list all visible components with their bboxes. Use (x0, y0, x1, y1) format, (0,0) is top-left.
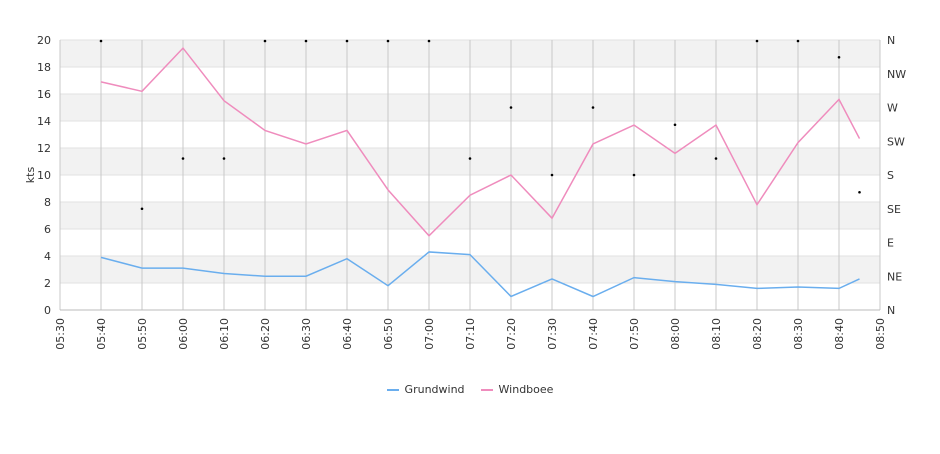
y-axis-title: kts (24, 167, 37, 184)
direction-point (140, 207, 144, 211)
direction-point (222, 157, 226, 160)
y-tick-label: 20 (37, 34, 51, 47)
x-tick-label: 07:50 (628, 318, 641, 350)
y-tick-label: 12 (37, 142, 51, 155)
x-tick-label: 08:30 (792, 318, 805, 350)
grundwind-swatch (386, 388, 399, 391)
legend-item-windboee[interactable]: Windboee (480, 383, 554, 396)
x-tick-label: 05:50 (136, 318, 149, 350)
y-tick-label: 18 (37, 61, 51, 74)
y-tick-label: 16 (37, 88, 51, 101)
windboee-swatch (480, 388, 493, 391)
direction-tick-label: S (887, 169, 894, 182)
x-tick-label: 07:10 (464, 318, 477, 350)
direction-point (345, 39, 349, 43)
direction-point (509, 106, 513, 109)
direction-tick-label: SW (887, 135, 905, 148)
x-tick-label: 08:20 (751, 318, 764, 350)
direction-point (796, 39, 800, 43)
direction-tick-label: N (887, 304, 895, 317)
x-tick-label: 08:40 (833, 318, 846, 350)
y-tick-label: 4 (44, 250, 51, 263)
y-tick-label: 6 (44, 223, 51, 236)
series-line-grundwind (100, 251, 860, 298)
y-tick-label: 8 (44, 196, 51, 209)
x-tick-label: 05:30 (54, 318, 67, 350)
direction-point (427, 39, 431, 43)
direction-point (468, 157, 472, 160)
direction-point (837, 55, 841, 59)
direction-point (263, 39, 267, 43)
x-tick-label: 06:20 (259, 318, 272, 350)
direction-tick-label: N (887, 34, 895, 47)
y-tick-label: 2 (44, 277, 51, 290)
direction-point (755, 39, 759, 43)
direction-point (632, 173, 636, 177)
x-tick-label: 06:30 (300, 318, 313, 350)
x-tick-label: 07:20 (505, 318, 518, 350)
x-tick-label: 08:50 (874, 318, 887, 350)
direction-point (99, 39, 103, 43)
legend-item-grundwind[interactable]: Grundwind (386, 383, 465, 396)
x-tick-label: 08:00 (669, 318, 682, 350)
y-tick-label: 14 (37, 115, 51, 128)
series-line-windboee (100, 46, 861, 237)
legend-label-grundwind: Grundwind (404, 383, 465, 396)
x-tick-label: 06:40 (341, 318, 354, 350)
legend: Grundwind Windboee (0, 383, 940, 396)
direction-point (304, 39, 308, 43)
x-tick-label: 06:50 (382, 318, 395, 350)
direction-tick-label: SE (887, 203, 901, 216)
x-tick-label: 07:30 (546, 318, 559, 350)
direction-point (673, 123, 677, 127)
legend-label-windboee: Windboee (498, 383, 554, 396)
y-tick-label: 10 (37, 169, 51, 182)
x-tick-label: 06:10 (218, 318, 231, 350)
x-tick-label: 07:40 (587, 318, 600, 350)
x-tick-label: 06:00 (177, 318, 190, 350)
direction-tick-label: W (887, 102, 898, 115)
direction-point (591, 106, 595, 109)
direction-tick-label: NW (887, 68, 906, 81)
direction-point (386, 39, 390, 43)
x-tick-label: 07:00 (423, 318, 436, 350)
direction-point (550, 173, 554, 177)
direction-point (714, 157, 718, 160)
direction-point (181, 157, 185, 160)
direction-tick-label: NE (887, 270, 902, 283)
x-tick-label: 08:10 (710, 318, 723, 350)
direction-point (858, 190, 861, 194)
y-tick-label: 0 (44, 304, 51, 317)
direction-tick-label: E (887, 237, 894, 250)
x-tick-label: 05:40 (95, 318, 108, 350)
